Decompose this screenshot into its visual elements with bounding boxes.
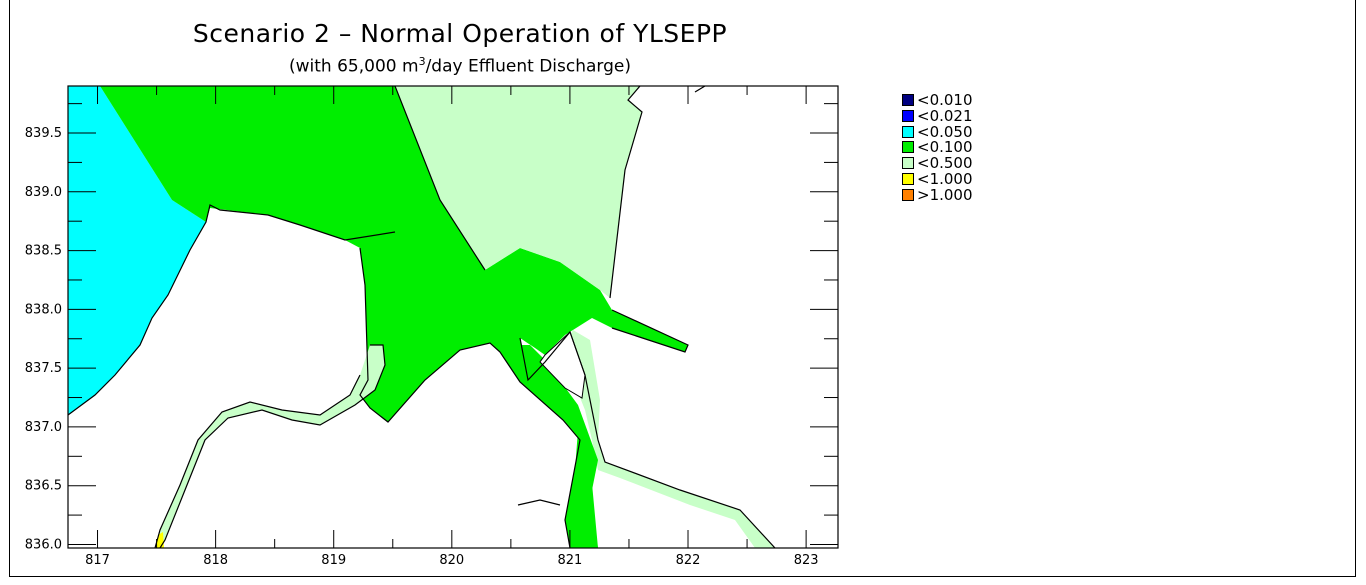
subtitle-text-end: /day Effluent Discharge): [425, 56, 631, 77]
y-tick-label: 838.0: [25, 302, 62, 317]
y-tick-label: 836.0: [25, 537, 62, 552]
x-tick-label: 821: [558, 553, 583, 568]
y-tick-label: 836.5: [25, 479, 62, 494]
y-tick-label: 837.0: [25, 420, 62, 435]
y-tick-label: 839.0: [25, 185, 62, 200]
legend-item: <0.050: [902, 124, 973, 140]
region-green-south: [515, 345, 598, 548]
chart-title: Scenario 2 – Normal Operation of YLSEPP: [192, 19, 728, 48]
x-tick-label: 823: [794, 553, 819, 568]
y-tick-label: 837.5: [25, 361, 62, 376]
region-cyan: [68, 86, 206, 415]
axis-ticks: [68, 86, 838, 548]
legend-label: <1.000: [917, 170, 973, 188]
coastlines: [68, 86, 776, 548]
legend-item: <0.010: [902, 92, 973, 108]
legend-swatch: [902, 173, 914, 185]
legend-label: <0.021: [917, 106, 973, 125]
legend-swatch: [902, 188, 914, 201]
region-lightgreen-northeast: [395, 86, 642, 298]
y-tick-label: 838.5: [25, 244, 62, 259]
map-area: [68, 86, 776, 548]
x-tick-label: 820: [439, 553, 464, 568]
legend-label: <0.100: [917, 138, 973, 157]
plot-border: [67, 85, 839, 549]
x-tick-label: 822: [676, 553, 701, 568]
y-axis-labels: 836.0 836.5 837.0 837.5 838.0 838.5 839.0 839.5: [25, 126, 62, 552]
legend-label: <0.500: [917, 154, 973, 173]
legend-swatch: [902, 141, 914, 154]
region-lightgreen-west-channel: [155, 345, 385, 548]
legend-item: >1.000: [902, 187, 973, 203]
region-green-main: [100, 86, 688, 548]
region-lightgreen-channel: [565, 330, 775, 548]
x-tick-label: 818: [203, 553, 228, 568]
chart-subtitle: (with 65,000 m3/day Effluent Discharge): [0, 55, 920, 77]
legend-swatch: [902, 94, 914, 106]
figure-frame: [9, 0, 1356, 577]
legend-label: <0.010: [917, 91, 973, 109]
x-tick-label: 819: [321, 553, 346, 568]
y-tick-label: 839.5: [25, 126, 62, 141]
legend-label: <0.050: [917, 122, 973, 141]
legend-label: >1.000: [917, 185, 973, 204]
legend-item: <0.021: [902, 108, 973, 124]
x-tick-label: 817: [85, 553, 110, 568]
subtitle-superscript: 3: [418, 55, 426, 68]
legend-item: <1.000: [902, 171, 973, 187]
legend-swatch: [902, 125, 914, 138]
subtitle-text-start: (with 65,000 m: [289, 56, 419, 77]
x-axis-labels: 817 818 819 820 821 822 823: [85, 553, 818, 568]
legend-item: <0.500: [902, 155, 973, 171]
legend-item: <0.100: [902, 139, 973, 155]
legend-swatch: [902, 109, 914, 122]
legend-swatch: [902, 157, 914, 170]
